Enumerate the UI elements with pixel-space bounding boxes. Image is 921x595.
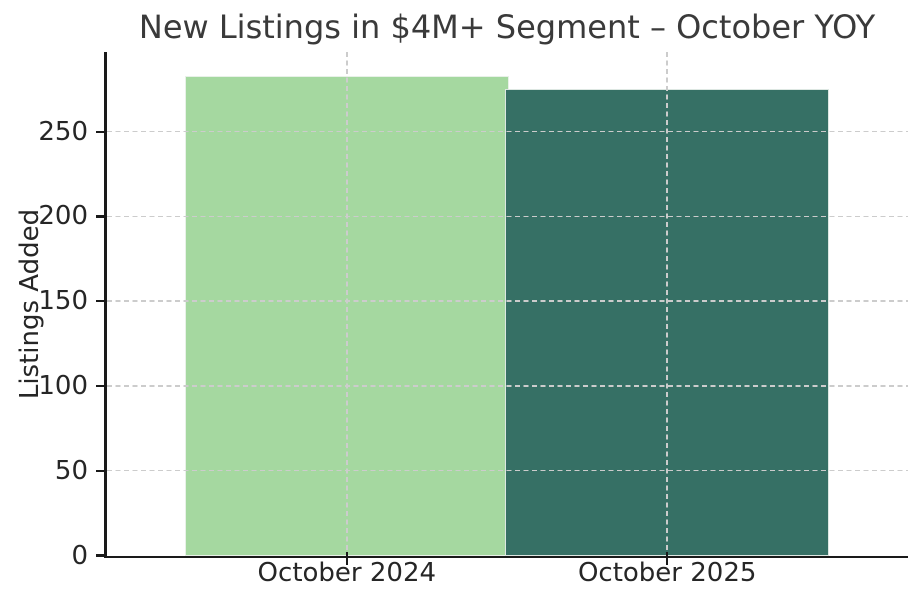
- plot-area: [104, 52, 908, 558]
- y-tick-label: 150: [38, 286, 88, 317]
- y-gridline: [106, 300, 908, 302]
- y-tick-mark: [96, 469, 104, 472]
- y-axis-spine: [104, 52, 107, 558]
- y-gridline: [106, 130, 908, 133]
- y-gridline: [106, 215, 908, 218]
- y-tick-mark: [96, 554, 104, 557]
- y-tick-label: 50: [54, 455, 88, 486]
- x-axis-spine: [104, 555, 908, 558]
- y-tick-mark: [96, 130, 104, 133]
- y-tick-label: 100: [38, 370, 88, 401]
- y-gridline: [106, 469, 908, 472]
- x-tick-mark: [345, 551, 348, 565]
- y-tick-label: 250: [38, 116, 88, 147]
- y-tick-mark: [96, 384, 104, 388]
- x-gridline: [666, 52, 668, 556]
- x-tick-mark: [666, 551, 669, 565]
- y-tick-label: 200: [38, 201, 88, 232]
- y-gridline: [106, 385, 908, 387]
- x-gridline: [346, 52, 348, 556]
- y-tick-mark: [96, 300, 104, 303]
- y-tick-mark: [96, 215, 104, 218]
- chart-title: New Listings in $4M+ Segment – October Y…: [138, 8, 876, 46]
- y-tick-label: 0: [71, 540, 88, 571]
